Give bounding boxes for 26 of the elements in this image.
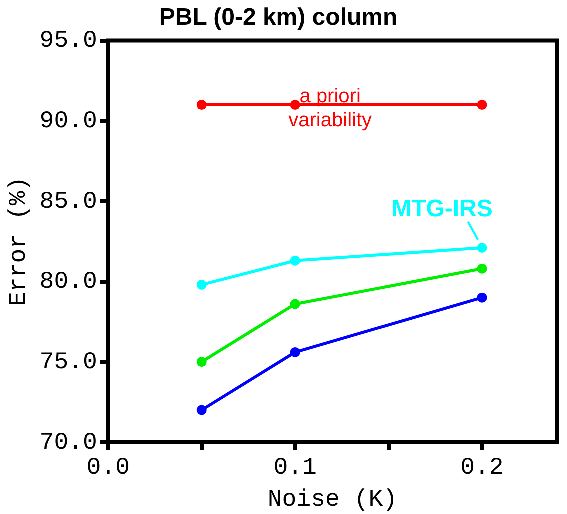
y-tick-label: 95.0 [40, 28, 98, 56]
point [196, 357, 207, 368]
point [477, 264, 488, 274]
series-label: a priori variability [288, 86, 372, 132]
y-tick-label: 75.0 [40, 349, 98, 376]
series-label: MTG-IRS [392, 196, 493, 223]
point [196, 100, 207, 110]
x-tick-label: 0.1 [274, 455, 317, 482]
point [477, 292, 488, 303]
point [477, 243, 488, 254]
point [196, 280, 207, 290]
point [290, 100, 300, 110]
y-axis-title: Error (%) [6, 176, 33, 306]
y-tick-label: 90.0 [40, 108, 98, 136]
point [290, 299, 300, 310]
y-tick-label: 70.0 [40, 430, 98, 457]
chart-title: PBL (0-2 km) column [159, 4, 398, 32]
point [196, 405, 207, 416]
point [477, 100, 488, 110]
y-tick-label: 80.0 [40, 269, 98, 296]
point [290, 256, 300, 266]
y-tick-label: 85.0 [40, 188, 98, 216]
x-tick-label: 0.0 [86, 455, 130, 482]
x-tick-label: 0.2 [460, 455, 504, 482]
point [290, 347, 300, 358]
x-axis-title: Noise (K) [268, 486, 398, 514]
